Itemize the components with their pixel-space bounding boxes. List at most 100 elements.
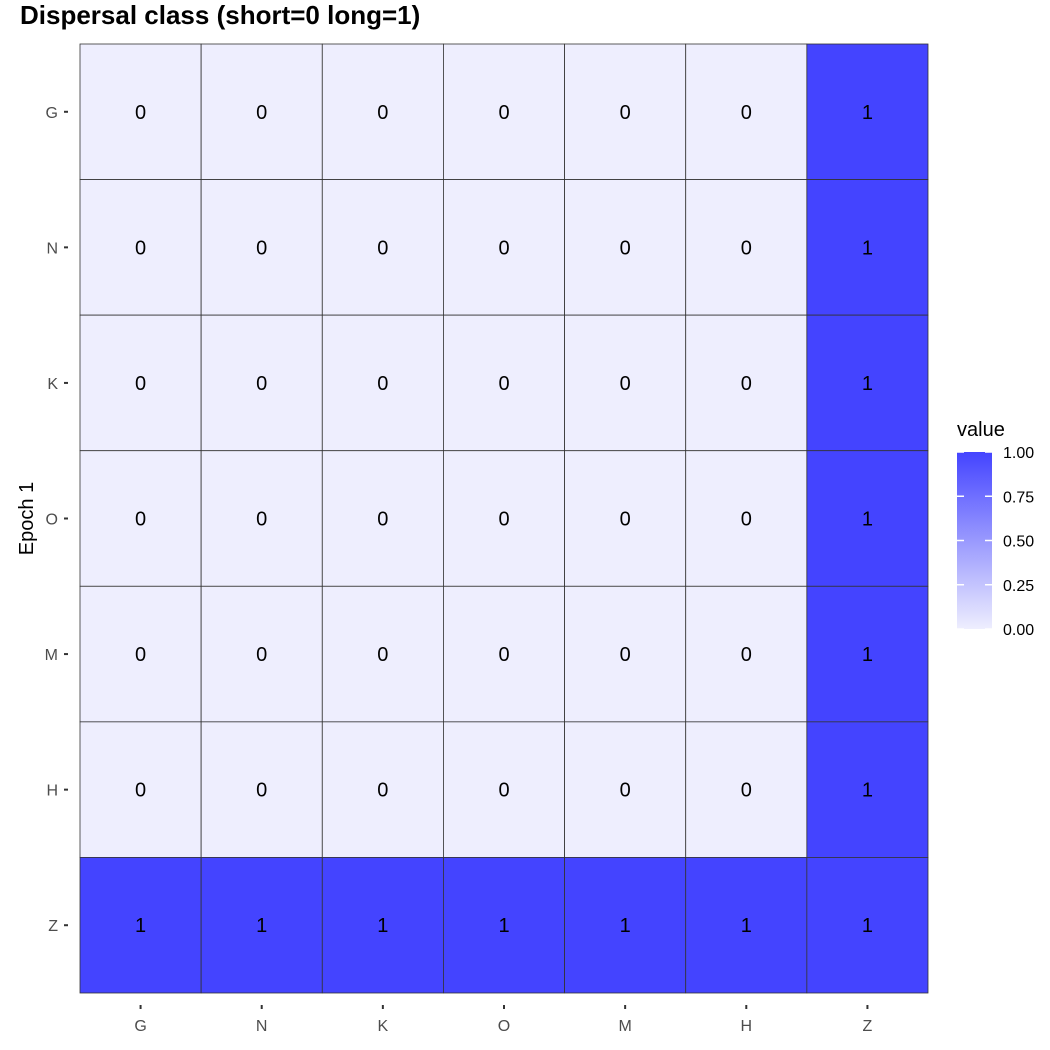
cell-label: 1 [256, 915, 267, 937]
cell-label: 0 [741, 102, 752, 124]
cell-label: 0 [135, 644, 146, 666]
heatmap-cell-K-K [321, 314, 444, 452]
y-tick-label: M [45, 647, 58, 664]
legend-tick-label: 0.75 [1003, 489, 1034, 506]
cell-label: 1 [862, 644, 873, 666]
heatmap-cell-N-K [321, 179, 444, 316]
cell-label: 0 [620, 780, 631, 802]
heatmap-cell-M-O [443, 585, 565, 723]
y-tick-label: K [47, 376, 58, 393]
heatmap-cell-Z-O [443, 857, 565, 994]
cell-label: 0 [256, 237, 267, 259]
heatmap-cell-M-H [685, 585, 808, 723]
x-tick-label: M [618, 1018, 631, 1035]
cell-label: 0 [620, 102, 631, 124]
x-tick-label: Z [863, 1018, 873, 1035]
legend-tick-label: 0.50 [1003, 534, 1034, 551]
cell-label: 0 [498, 644, 509, 666]
cell-label: 0 [620, 237, 631, 259]
heatmap-cell-M-G [79, 585, 202, 723]
legend-tick-label: 0.00 [1003, 622, 1034, 639]
heatmap-cell-O-G [79, 450, 202, 587]
heatmap-cell-H-N [200, 721, 323, 858]
heatmap-cell-K-G [79, 314, 202, 452]
y-tick-label: Z [48, 918, 58, 935]
heatmap-cell-N-M [564, 179, 687, 316]
heatmap-cell-K-H [685, 314, 808, 452]
cell-label: 0 [498, 780, 509, 802]
heatmap-cell-Z-M [564, 857, 687, 994]
heatmap-cell-O-H [685, 450, 808, 587]
cell-label: 1 [135, 915, 146, 937]
heatmap-cell-H-G [79, 721, 202, 858]
x-tick-label: H [741, 1018, 753, 1035]
y-tick-label: N [46, 240, 58, 257]
heatmap-cell-H-O [443, 721, 565, 858]
cell-label: 0 [135, 102, 146, 124]
heatmap-cell-Z-N [200, 857, 323, 994]
cell-label: 1 [862, 509, 873, 531]
heatmap-cell-Z-G [79, 857, 202, 994]
heatmap-cell-G-Z [806, 43, 929, 180]
x-tick-label: O [498, 1018, 510, 1035]
cell-label: 0 [135, 373, 146, 395]
cell-label: 0 [620, 644, 631, 666]
x-tick-label: G [134, 1018, 146, 1035]
legend-tick-label: 1.00 [1003, 445, 1034, 462]
cell-label: 0 [377, 373, 388, 395]
cell-label: 1 [862, 102, 873, 124]
heatmap-cell-N-N [200, 179, 323, 316]
legend-title: value [957, 419, 1005, 441]
cell-label: 0 [256, 644, 267, 666]
heatmap-cell-O-M [564, 450, 687, 587]
cell-label: 0 [135, 509, 146, 531]
cell-label: 0 [377, 780, 388, 802]
heatmap-cell-K-O [443, 314, 565, 452]
cell-label: 0 [256, 373, 267, 395]
x-tick-label: N [256, 1018, 268, 1035]
heatmap-cell-K-M [564, 314, 687, 452]
cell-label: 1 [862, 373, 873, 395]
legend-tick-label: 0.25 [1003, 578, 1034, 595]
y-tick-label: O [46, 512, 58, 529]
heatmap-cell-K-N [200, 314, 323, 452]
heatmap-cell-G-G [79, 43, 202, 180]
cell-label: 0 [377, 509, 388, 531]
cell-label: 0 [741, 237, 752, 259]
cell-label: 0 [377, 102, 388, 124]
heatmap-cell-K-Z [806, 314, 929, 452]
heatmap-cell-M-N [200, 585, 323, 723]
cell-label: 1 [620, 915, 631, 937]
cell-label: 0 [498, 102, 509, 124]
cell-label: 0 [377, 644, 388, 666]
heatmap-cell-N-Z [806, 179, 929, 316]
heatmap-cell-Z-K [321, 857, 444, 994]
cell-label: 1 [498, 915, 509, 937]
cell-label: 0 [620, 509, 631, 531]
cell-label: 1 [862, 237, 873, 259]
cell-label: 0 [256, 102, 267, 124]
cell-label: 0 [741, 373, 752, 395]
heatmap-cell-N-O [443, 179, 565, 316]
heatmap-cell-Z-H [685, 857, 808, 994]
cell-label: 0 [620, 373, 631, 395]
cell-label: 0 [498, 237, 509, 259]
y-tick-label: G [46, 105, 58, 122]
cell-label: 0 [135, 780, 146, 802]
cell-label: 0 [741, 644, 752, 666]
heatmap-cell-M-M [564, 585, 687, 723]
heatmap-cell-O-Z [806, 450, 929, 587]
cell-label: 0 [135, 237, 146, 259]
heatmap-cell-O-O [443, 450, 565, 587]
heatmap-cell-H-H [685, 721, 808, 858]
cell-label: 1 [862, 915, 873, 937]
cell-label: 1 [377, 915, 388, 937]
cell-label: 0 [498, 373, 509, 395]
cell-label: 0 [256, 780, 267, 802]
chart-title: Dispersal class (short=0 long=1) [20, 0, 421, 30]
y-tick-label: H [46, 783, 58, 800]
cell-label: 0 [498, 509, 509, 531]
cell-label: 0 [741, 780, 752, 802]
y-axis-title: Epoch 1 [16, 482, 38, 555]
